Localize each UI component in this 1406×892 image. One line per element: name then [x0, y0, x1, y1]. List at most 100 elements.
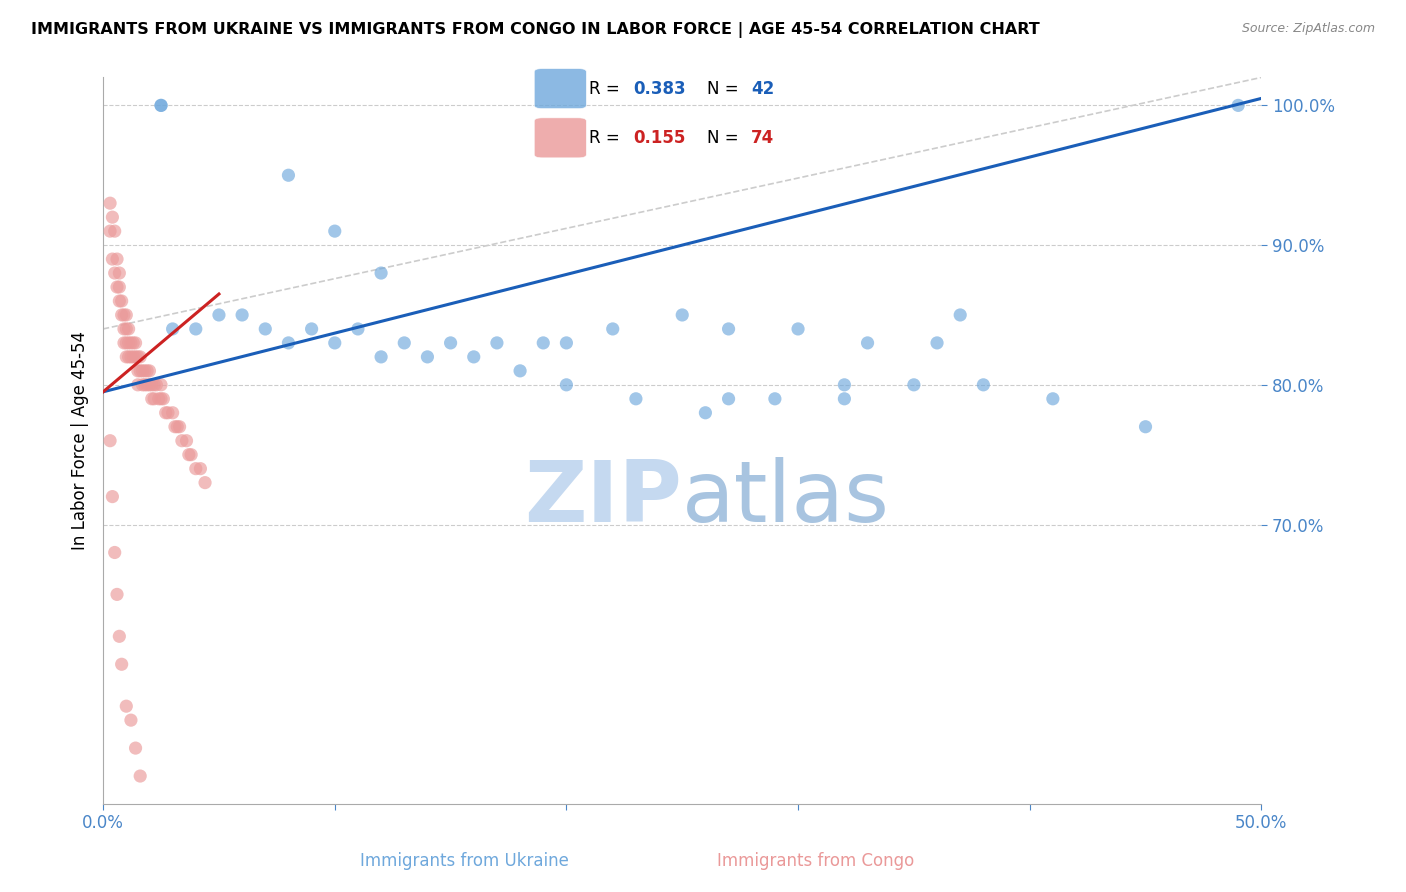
Point — [509, 364, 531, 378]
Point — [134, 364, 156, 378]
Point — [152, 392, 174, 406]
Point — [120, 350, 142, 364]
Point — [117, 322, 139, 336]
Point — [231, 308, 253, 322]
Point — [323, 335, 346, 350]
Text: 74: 74 — [751, 128, 775, 147]
Point — [136, 377, 159, 392]
Point — [150, 377, 173, 392]
Point — [127, 350, 149, 364]
Point — [117, 350, 139, 364]
Text: Immigrants from Congo: Immigrants from Congo — [717, 852, 914, 870]
Point — [115, 322, 138, 336]
Point — [138, 364, 160, 378]
Point — [143, 377, 166, 392]
Point — [112, 308, 135, 322]
Text: N =: N = — [707, 79, 744, 97]
Point — [150, 98, 173, 112]
Point — [108, 266, 131, 280]
Point — [463, 350, 485, 364]
Point — [101, 490, 124, 504]
Point — [439, 335, 461, 350]
Text: R =: R = — [589, 79, 626, 97]
Text: ZIP: ZIP — [524, 458, 682, 541]
Text: N =: N = — [707, 128, 744, 147]
Point — [145, 377, 167, 392]
Point — [925, 335, 948, 350]
Point — [104, 266, 127, 280]
Point — [169, 419, 191, 434]
Point — [1227, 98, 1250, 112]
Point — [1042, 392, 1064, 406]
Point — [136, 364, 159, 378]
Point — [856, 335, 879, 350]
Point — [101, 252, 124, 266]
Point — [184, 461, 207, 475]
Point — [105, 587, 128, 601]
Point — [323, 224, 346, 238]
Point — [834, 377, 856, 392]
Point — [104, 545, 127, 559]
Point — [148, 392, 170, 406]
Point — [176, 434, 198, 448]
Point — [101, 210, 124, 224]
Point — [485, 335, 508, 350]
Point — [671, 308, 693, 322]
Point — [124, 335, 146, 350]
Point — [108, 280, 131, 294]
Text: atlas: atlas — [682, 458, 890, 541]
Point — [717, 322, 740, 336]
Point — [98, 196, 121, 211]
Point — [162, 406, 184, 420]
Point — [277, 168, 299, 182]
Point — [787, 322, 810, 336]
Point — [115, 350, 138, 364]
Point — [301, 322, 323, 336]
Point — [184, 322, 207, 336]
Point — [111, 293, 134, 308]
Point — [903, 377, 925, 392]
Point — [162, 322, 184, 336]
Point — [370, 266, 392, 280]
Point — [98, 224, 121, 238]
Point — [141, 377, 163, 392]
Point — [111, 657, 134, 672]
Point — [170, 434, 193, 448]
Point — [129, 350, 152, 364]
Point — [105, 252, 128, 266]
Point — [120, 713, 142, 727]
Point — [695, 406, 717, 420]
Text: 42: 42 — [751, 79, 775, 97]
Point — [105, 280, 128, 294]
Point — [115, 699, 138, 714]
Text: 0.383: 0.383 — [633, 79, 686, 97]
Point — [717, 392, 740, 406]
Point — [156, 406, 179, 420]
Point — [254, 322, 277, 336]
Point — [111, 308, 134, 322]
Point — [131, 377, 153, 392]
Point — [129, 769, 152, 783]
Point — [163, 419, 186, 434]
Point — [370, 350, 392, 364]
Point — [129, 364, 152, 378]
Point — [122, 335, 145, 350]
Point — [122, 350, 145, 364]
Y-axis label: In Labor Force | Age 45-54: In Labor Force | Age 45-54 — [72, 331, 89, 550]
Point — [602, 322, 624, 336]
Point — [115, 335, 138, 350]
Point — [127, 364, 149, 378]
Point — [194, 475, 217, 490]
Point — [166, 419, 188, 434]
Point — [949, 308, 972, 322]
Point — [124, 741, 146, 756]
Point — [834, 392, 856, 406]
Point — [98, 434, 121, 448]
Point — [134, 377, 156, 392]
Point — [177, 448, 200, 462]
Point — [208, 308, 231, 322]
Point — [555, 377, 578, 392]
Point — [155, 406, 177, 420]
Point — [150, 392, 173, 406]
Point — [124, 350, 146, 364]
